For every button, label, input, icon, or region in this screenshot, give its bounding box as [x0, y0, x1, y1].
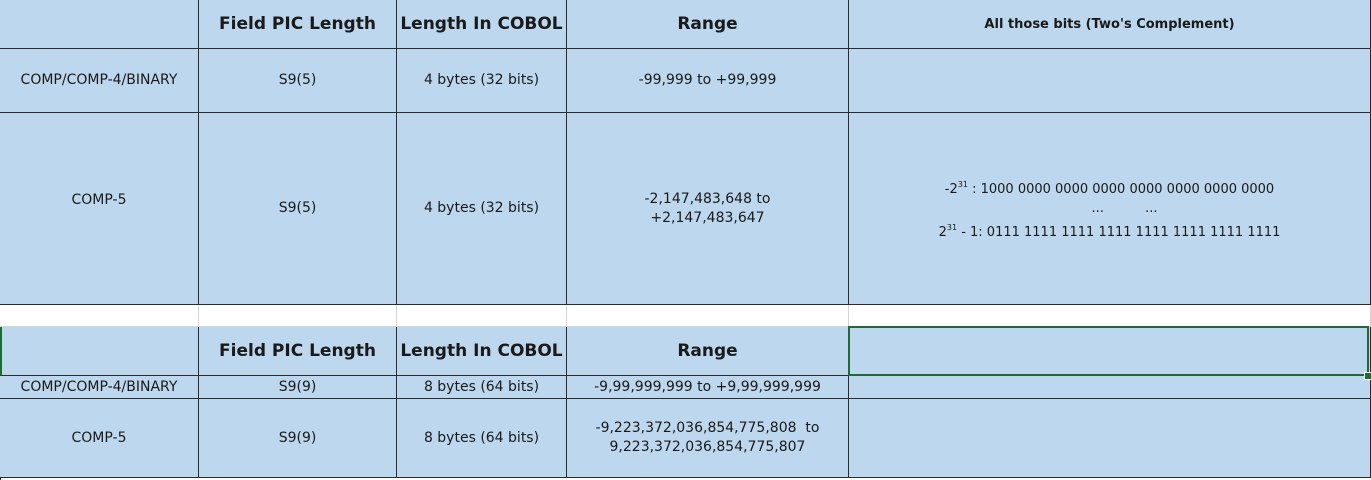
t1-header-bits[interactable]: All those bits (Two's Complement): [849, 0, 1371, 49]
t1-row2-range-line2: +2,147,483,647: [650, 209, 765, 226]
t1-header-field-pic-length[interactable]: Field PIC Length: [199, 0, 397, 49]
bits-min-line: -231 : 1000 0000 0000 0000 0000 0000 000…: [944, 180, 1275, 197]
t1-row2-length[interactable]: 4 bytes (32 bits): [397, 113, 567, 305]
t1-row1-type[interactable]: COMP/COMP-4/BINARY: [0, 49, 199, 113]
gap-cell-b[interactable]: [199, 305, 397, 327]
active-cell-selection: [848, 326, 1369, 376]
t2-header-field-pic-length[interactable]: Field PIC Length: [199, 327, 397, 376]
t2-row2-length[interactable]: 8 bytes (64 bits): [397, 399, 567, 478]
t1-row1-bits[interactable]: [849, 49, 1371, 113]
t2-row1-pic[interactable]: S9(9): [199, 376, 397, 399]
t1-row2-range-line1: -2,147,483,648 to: [644, 190, 771, 207]
t1-row2-bits[interactable]: -231 : 1000 0000 0000 0000 0000 0000 000…: [849, 113, 1371, 305]
t1-header-blank[interactable]: [0, 0, 199, 49]
t2-row2-range-line1: -9,223,372,036,854,775,808 to: [595, 420, 820, 436]
t2-row2-range[interactable]: -9,223,372,036,854,775,808 to 9,223,372,…: [567, 399, 849, 478]
fill-handle[interactable]: [1364, 372, 1371, 380]
t2-row1-range[interactable]: -9,99,999,999 to +9,99,999,999: [567, 376, 849, 399]
gap-cell-e[interactable]: [849, 305, 1371, 327]
t2-header-range[interactable]: Range: [567, 327, 849, 376]
t1-row2-range[interactable]: -2,147,483,648 to +2,147,483,647: [567, 113, 849, 305]
gap-cell-a[interactable]: [0, 305, 199, 327]
t2-header-blank[interactable]: [0, 327, 199, 376]
gap-cell-d[interactable]: [567, 305, 849, 327]
t1-header-range[interactable]: Range: [567, 0, 849, 49]
t2-row1-length[interactable]: 8 bytes (64 bits): [397, 376, 567, 399]
t1-row2-pic[interactable]: S9(5): [199, 113, 397, 305]
t1-row1-pic[interactable]: S9(5): [199, 49, 397, 113]
t2-row2-bits[interactable]: [849, 399, 1371, 478]
t2-row1-bits[interactable]: [849, 376, 1371, 399]
t2-row2-pic[interactable]: S9(9): [199, 399, 397, 478]
t1-row2-type[interactable]: COMP-5: [0, 113, 199, 305]
gap-cell-c[interactable]: [397, 305, 567, 327]
bits-ellipsis-line: ... ...: [1091, 201, 1158, 216]
t1-row1-length[interactable]: 4 bytes (32 bits): [397, 49, 567, 113]
t1-row1-range[interactable]: -99,999 to +99,999: [567, 49, 849, 113]
t2-header-length-in-cobol[interactable]: Length In COBOL: [397, 327, 567, 376]
t2-row2-type[interactable]: COMP-5: [0, 399, 199, 478]
t2-row1-type[interactable]: COMP/COMP-4/BINARY: [0, 376, 199, 399]
t2-row2-range-line2: 9,223,372,036,854,775,807: [609, 439, 806, 455]
t1-header-length-in-cobol[interactable]: Length In COBOL: [397, 0, 567, 49]
t2-header-bits-selected[interactable]: [849, 327, 1371, 376]
bits-max-line: 231 - 1: 0111 1111 1111 1111 1111 1111 1…: [938, 223, 1281, 240]
